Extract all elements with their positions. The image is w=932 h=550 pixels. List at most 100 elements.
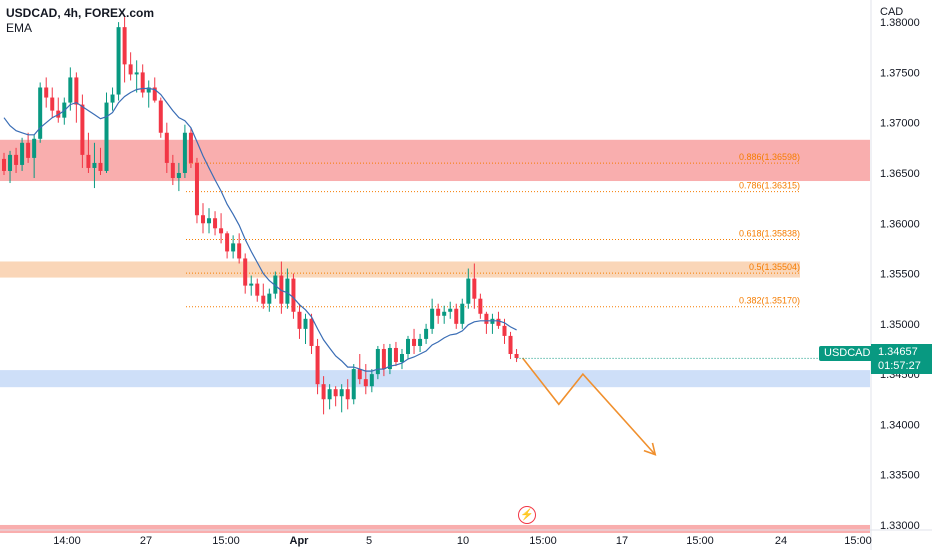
candle-body[interactable]	[128, 64, 133, 75]
candle-body[interactable]	[182, 132, 187, 173]
lightning-bolt-icon[interactable]: ⚡	[518, 506, 536, 524]
candle-body[interactable]	[315, 345, 320, 385]
candle-body[interactable]	[436, 308, 441, 316]
candle-body[interactable]	[92, 162, 97, 168]
candle-body[interactable]	[418, 338, 423, 346]
candle-body[interactable]	[430, 308, 435, 329]
zone-blue-2[interactable]	[0, 370, 870, 388]
candle-body[interactable]	[122, 27, 127, 65]
candle-body[interactable]	[478, 298, 483, 314]
candle-body[interactable]	[406, 338, 411, 355]
candle-body[interactable]	[393, 347, 398, 363]
candle-body[interactable]	[98, 162, 103, 171]
candle-body[interactable]	[363, 379, 368, 387]
price-tick-label: 1.35000	[880, 319, 920, 331]
candle-body[interactable]	[309, 318, 314, 346]
candle-body[interactable]	[496, 318, 501, 326]
candle-body[interactable]	[466, 278, 471, 304]
candle-body[interactable]	[2, 158, 6, 171]
candle-body[interactable]	[194, 162, 199, 216]
candle-body[interactable]	[424, 328, 429, 339]
candle-body[interactable]	[134, 72, 139, 75]
fib-label-4: 0.382(1.35170)	[739, 296, 800, 306]
candle-body[interactable]	[285, 278, 290, 304]
zone-red-3[interactable]	[0, 524, 870, 534]
candle-body[interactable]	[261, 295, 266, 304]
legend-indicator[interactable]: EMA	[6, 21, 33, 35]
candle-body[interactable]	[26, 142, 31, 158]
candle-body[interactable]	[297, 311, 302, 329]
candle-body[interactable]	[412, 338, 417, 346]
candle-body[interactable]	[303, 318, 308, 329]
candle-body[interactable]	[484, 313, 489, 324]
candle-body[interactable]	[291, 278, 296, 312]
candle-body[interactable]	[20, 142, 25, 165]
candle-body[interactable]	[50, 97, 55, 111]
fib-label-0: 0.886(1.36598)	[739, 152, 800, 162]
candle-body[interactable]	[38, 87, 43, 139]
candle-body[interactable]	[454, 308, 459, 324]
candle-body[interactable]	[32, 138, 37, 158]
candle-body[interactable]	[80, 104, 85, 155]
candle-body[interactable]	[472, 278, 477, 299]
candle-body[interactable]	[170, 162, 175, 179]
candle-body[interactable]	[321, 384, 326, 400]
candle-body[interactable]	[44, 87, 49, 98]
candle-body[interactable]	[333, 389, 338, 397]
candle-body[interactable]	[237, 243, 242, 259]
ema-line[interactable]	[3, 87, 517, 372]
candle-body[interactable]	[110, 94, 115, 103]
current-price-box: 1.34657 01:57:27	[871, 344, 932, 374]
candle-body[interactable]	[399, 354, 404, 363]
candle-body[interactable]	[68, 77, 73, 103]
candle-body[interactable]	[267, 293, 272, 304]
candle-body[interactable]	[146, 87, 151, 93]
candle-body[interactable]	[231, 243, 236, 252]
candle-body[interactable]	[249, 283, 254, 286]
candle-body[interactable]	[375, 348, 380, 375]
candle-body[interactable]	[279, 275, 284, 304]
time-tick-label: 10	[457, 535, 469, 547]
candle-body[interactable]	[369, 374, 374, 387]
legend-title: USDCAD, 4h, FOREX.com	[6, 6, 155, 20]
candle-body[interactable]	[225, 233, 230, 252]
price-tick-label: 1.37000	[880, 118, 920, 130]
candle-body[interactable]	[86, 154, 91, 168]
projection-arrow[interactable]	[521, 357, 656, 456]
candle-body[interactable]	[357, 369, 362, 380]
candle-body[interactable]	[140, 72, 145, 93]
candle-body[interactable]	[448, 308, 453, 312]
candle-body[interactable]	[8, 154, 13, 171]
candle-body[interactable]	[158, 100, 163, 133]
candle-body[interactable]	[176, 172, 181, 179]
candle-body[interactable]	[164, 132, 169, 163]
candle-body[interactable]	[273, 275, 278, 294]
candle-body[interactable]	[219, 228, 224, 234]
candle-body[interactable]	[188, 132, 193, 163]
candle-body[interactable]	[508, 335, 513, 355]
candle-body[interactable]	[387, 347, 392, 370]
candle-body[interactable]	[14, 154, 19, 165]
candle-body[interactable]	[213, 218, 218, 229]
candle-body[interactable]	[152, 87, 157, 101]
candle-body[interactable]	[381, 348, 386, 370]
candle-body[interactable]	[502, 325, 507, 336]
candle-body[interactable]	[74, 77, 79, 105]
candle-body[interactable]	[255, 283, 260, 296]
candle-body[interactable]	[339, 389, 344, 397]
candle-body[interactable]	[327, 389, 332, 400]
candle-body[interactable]	[351, 369, 356, 400]
candle-body[interactable]	[104, 102, 109, 171]
candle-body[interactable]	[442, 311, 447, 316]
zone-orange-1[interactable]	[0, 261, 800, 278]
candle-body[interactable]	[243, 258, 248, 286]
zone-red-0[interactable]	[0, 139, 870, 182]
candle-body[interactable]	[207, 218, 212, 224]
candle-body[interactable]	[116, 27, 121, 95]
candle-body[interactable]	[460, 303, 465, 324]
candle-body[interactable]	[514, 354, 519, 359]
time-tick-label: 15:00	[212, 535, 240, 547]
candle-body[interactable]	[200, 215, 205, 224]
candle-body[interactable]	[345, 389, 350, 400]
